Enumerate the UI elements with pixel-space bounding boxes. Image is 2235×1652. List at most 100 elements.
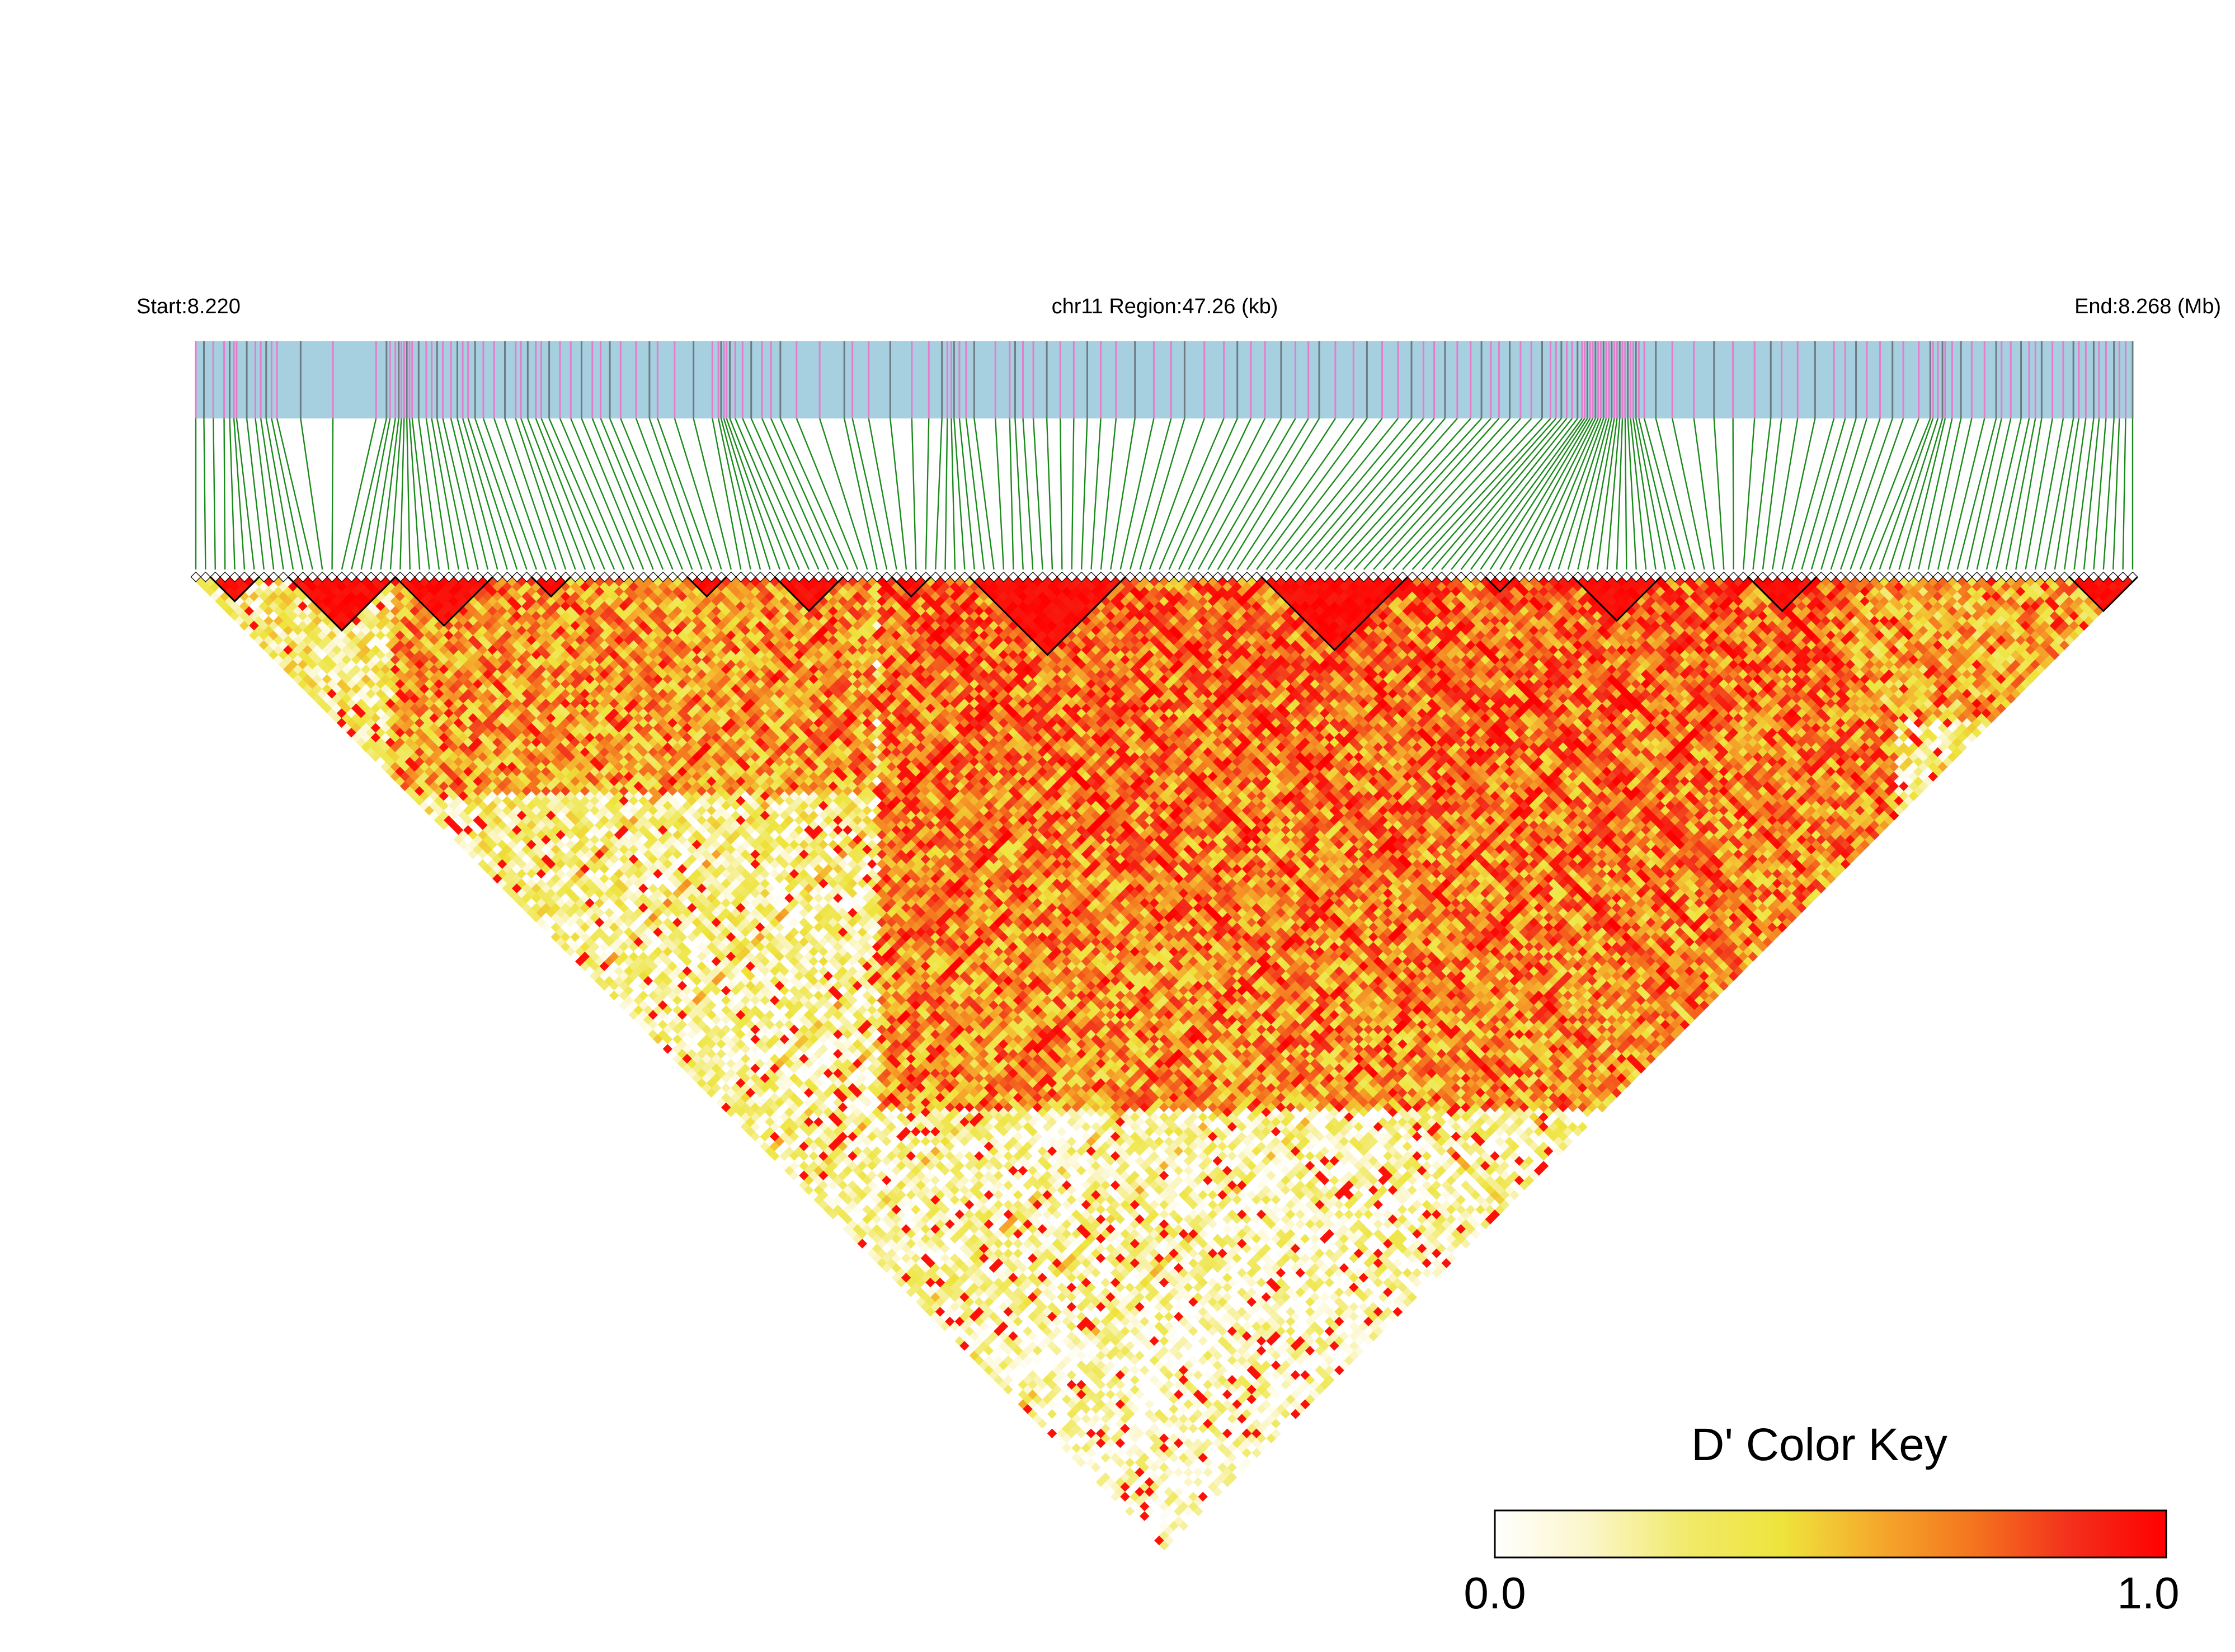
snp-connector xyxy=(540,418,605,570)
snp-connector xyxy=(1217,418,1309,570)
snp-connector xyxy=(1956,418,1997,570)
snp-connector xyxy=(1830,418,1881,570)
snp-connector xyxy=(1489,418,1588,570)
snp-connector xyxy=(1908,418,1946,570)
snp-connector xyxy=(925,418,930,570)
snp-connector xyxy=(1149,418,1205,570)
snp-connector xyxy=(1276,418,1399,570)
snp-connector xyxy=(1197,418,1282,570)
snp-connector xyxy=(1596,418,1618,570)
snp-connector xyxy=(265,418,294,570)
snp-connector xyxy=(657,418,713,570)
snp-connector xyxy=(331,418,334,570)
snp-connector xyxy=(229,418,236,570)
snp-connector xyxy=(1850,418,1904,570)
snp-connector xyxy=(418,418,440,570)
snp-connector xyxy=(255,418,275,570)
snp-connector xyxy=(720,418,761,570)
snp-connector xyxy=(341,418,377,570)
snp-connector xyxy=(1009,418,1014,570)
snp-connector xyxy=(2083,418,2100,570)
snp-connector xyxy=(1937,418,1973,570)
snp-connector xyxy=(1624,418,1627,570)
snp-connector xyxy=(1558,418,1607,570)
snp-connector xyxy=(1422,418,1557,570)
snp-connector xyxy=(1139,418,1185,570)
snp-connector xyxy=(1402,418,1543,570)
snp-connector xyxy=(271,418,304,570)
snp-connector xyxy=(1129,418,1172,570)
snp-connector xyxy=(735,418,800,570)
snp-markers xyxy=(195,341,2134,418)
snp-connector xyxy=(1256,418,1368,570)
snp-connector xyxy=(1713,418,1725,570)
snp-connector xyxy=(779,418,849,570)
snp-connector xyxy=(1431,418,1562,570)
snp-connector xyxy=(1188,418,1266,570)
snp-connector xyxy=(1927,418,1962,570)
snp-connector xyxy=(1587,418,1615,570)
snp-connector xyxy=(1168,418,1238,570)
snp-connector xyxy=(648,418,703,570)
snp-connector xyxy=(581,418,644,570)
snp-connector xyxy=(965,418,985,570)
snp-connector xyxy=(1305,418,1435,570)
ld-heatmap xyxy=(195,576,2133,1551)
snp-connector xyxy=(2025,418,2053,570)
snp-connector xyxy=(1996,418,2030,570)
snp-connector xyxy=(411,418,430,570)
snp-connector xyxy=(934,418,943,570)
snp-connector xyxy=(1343,418,1482,570)
snp-connector xyxy=(1577,418,1612,570)
snp-connector xyxy=(389,418,402,570)
snp-connector xyxy=(1810,418,1857,570)
snp-connector xyxy=(213,418,216,570)
snp-connector xyxy=(1693,418,1715,570)
snp-connector xyxy=(742,418,810,570)
snp-connector xyxy=(1791,418,1835,570)
snp-connector xyxy=(1781,418,1816,570)
snp-connector xyxy=(1382,418,1521,570)
snp-connector xyxy=(951,418,956,570)
snp-connector xyxy=(399,418,405,570)
snp-connector xyxy=(474,418,528,570)
snp-connector xyxy=(995,418,1005,570)
snp-connector xyxy=(1538,418,1602,570)
snp-connector xyxy=(770,418,839,570)
snp-connector xyxy=(726,418,780,570)
snp-connector xyxy=(223,418,226,570)
snp-connector xyxy=(527,418,586,570)
snp-connector xyxy=(1947,418,1985,570)
snp-connector xyxy=(457,418,498,570)
snp-connector xyxy=(1265,418,1383,570)
snp-connector xyxy=(482,418,538,570)
snp-connector xyxy=(467,418,518,570)
snp-connector xyxy=(2073,418,2095,570)
snp-connector xyxy=(1672,418,1705,570)
snp-connector xyxy=(1976,418,2012,570)
snp-connector xyxy=(1353,418,1491,570)
snp-connector xyxy=(1888,418,1939,570)
snp-connector xyxy=(1090,418,1102,570)
snp-connector xyxy=(493,418,547,570)
snp-connector xyxy=(1898,418,1944,570)
snp-connector xyxy=(236,418,255,570)
snp-connector xyxy=(408,418,421,570)
snp-connector xyxy=(1820,418,1868,570)
snp-connector xyxy=(1732,418,1734,570)
snp-connector xyxy=(1480,418,1585,570)
snp-connector xyxy=(973,418,995,570)
snp-connector xyxy=(1014,418,1024,570)
snp-connector xyxy=(1548,418,1605,570)
snp-connector xyxy=(2015,418,2043,570)
snp-connector xyxy=(958,418,975,570)
snp-connector xyxy=(1207,418,1296,570)
snp-connector xyxy=(1060,418,1063,570)
snp-connector xyxy=(548,418,615,570)
snp-connector xyxy=(1985,418,2022,570)
snp-connector xyxy=(851,418,888,570)
snp-connector xyxy=(2064,418,2087,570)
snp-connector xyxy=(729,418,791,570)
gene-track xyxy=(196,341,2133,418)
snp-connector xyxy=(1159,418,1225,570)
